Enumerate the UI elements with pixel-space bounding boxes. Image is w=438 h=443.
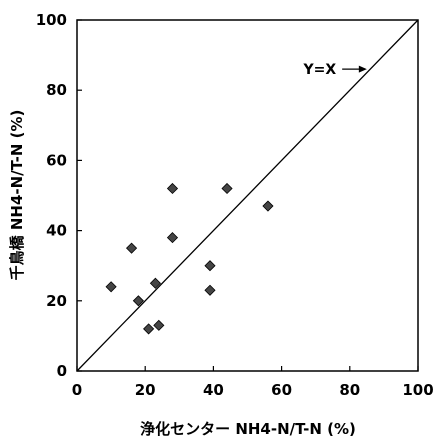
annotations: Y=X [302, 62, 367, 78]
annotation-label: Y=X [302, 62, 336, 78]
data-point [166, 182, 179, 195]
y-tick-label: 20 [46, 292, 67, 310]
annotation-arrow-head [358, 65, 367, 73]
plot-border [76, 19, 419, 372]
x-tick-label: 20 [135, 381, 156, 399]
data-point [204, 284, 216, 296]
y-axis-label: 千鳥橋 NH4-N/T-N (%) [8, 110, 26, 281]
axis-ticks: 0 20 40 60 80 100 0 20 40 60 80 100 [36, 11, 434, 399]
data-point [143, 323, 155, 335]
reference-line-group [76, 19, 419, 372]
data-points [105, 182, 274, 335]
x-tick-label: 0 [72, 381, 82, 399]
y-tick-label: 0 [57, 362, 67, 380]
x-tick-label: 80 [339, 381, 360, 399]
data-point [149, 277, 161, 289]
data-point [153, 319, 165, 331]
y-tick-label: 60 [46, 151, 67, 169]
plot-area [76, 19, 419, 372]
y-tick-label: 40 [46, 222, 67, 240]
data-point [125, 242, 138, 254]
data-point [105, 281, 117, 293]
y-tick-label: 100 [36, 11, 67, 29]
data-point [132, 295, 144, 307]
data-point [262, 200, 274, 212]
data-point [204, 260, 216, 272]
reference-line [76, 19, 419, 372]
y-tick-label: 80 [46, 81, 67, 99]
x-axis-label: 浄化センター NH4-N/T-N (%) [140, 420, 356, 438]
x-tick-label: 40 [203, 381, 224, 399]
data-point [221, 182, 233, 195]
x-tick-label: 100 [402, 381, 433, 399]
x-tick-label: 60 [271, 381, 292, 399]
data-point [166, 232, 179, 244]
